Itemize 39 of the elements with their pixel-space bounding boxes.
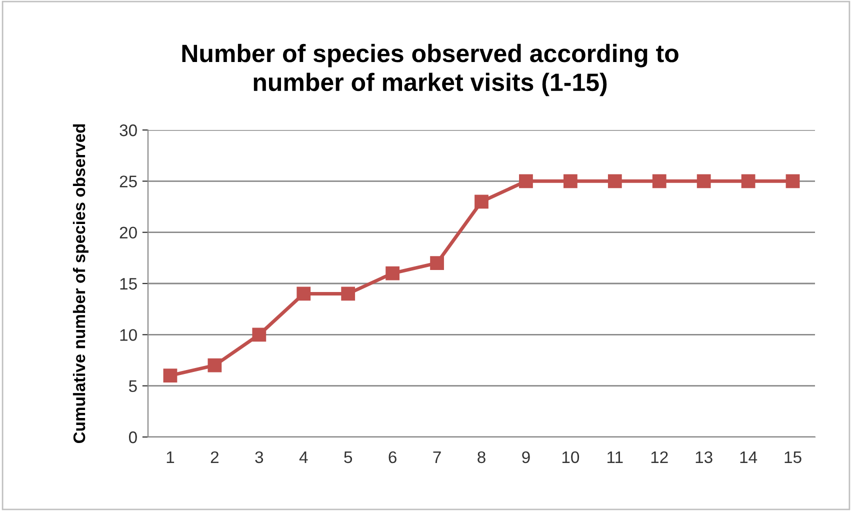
x-tick-label: 10 [562, 451, 580, 464]
x-tick-label: 13 [696, 451, 712, 464]
point [652, 174, 666, 188]
x-tick-label: 14 [740, 452, 758, 463]
y-tick-label: 5 [128, 380, 137, 392]
y-tick-label: 20 [120, 226, 137, 239]
y-tick-label: 15 [120, 278, 137, 290]
point [386, 266, 400, 280]
y-tick-label: 10 [120, 329, 137, 341]
point [208, 358, 222, 372]
x-tick-label: 12 [651, 451, 668, 463]
y-axis-title: Cumulative number of species observed [72, 124, 88, 444]
x-tick-label: 3 [255, 451, 264, 464]
x-tick-label: 15 [784, 452, 802, 464]
y-tick-label: 0 [128, 431, 137, 444]
point [430, 256, 444, 270]
point [563, 174, 578, 188]
x-tick-label: 11 [608, 452, 623, 463]
x-tick-label: 1 [166, 452, 174, 463]
point [741, 174, 756, 188]
chart-title: Number of species observed according to number of market visits (1-15) [182, 44, 678, 96]
y-tick-label: 25 [120, 176, 137, 188]
point [696, 174, 711, 188]
point [341, 286, 356, 301]
x-tick-label: 2 [210, 451, 218, 463]
point [163, 368, 178, 383]
y-tick-label: 30 [120, 124, 137, 136]
x-tick-label: 6 [388, 451, 396, 464]
x-tick-label: 4 [299, 452, 308, 463]
x-tick-label: 5 [344, 452, 352, 464]
x-tick-label: 8 [478, 451, 486, 464]
point [252, 328, 266, 342]
x-tick-label: 7 [433, 452, 441, 463]
point [296, 286, 311, 301]
point [474, 194, 488, 209]
point [786, 174, 800, 188]
point [519, 174, 533, 188]
point [608, 174, 622, 188]
x-tick-label: 9 [522, 451, 530, 464]
